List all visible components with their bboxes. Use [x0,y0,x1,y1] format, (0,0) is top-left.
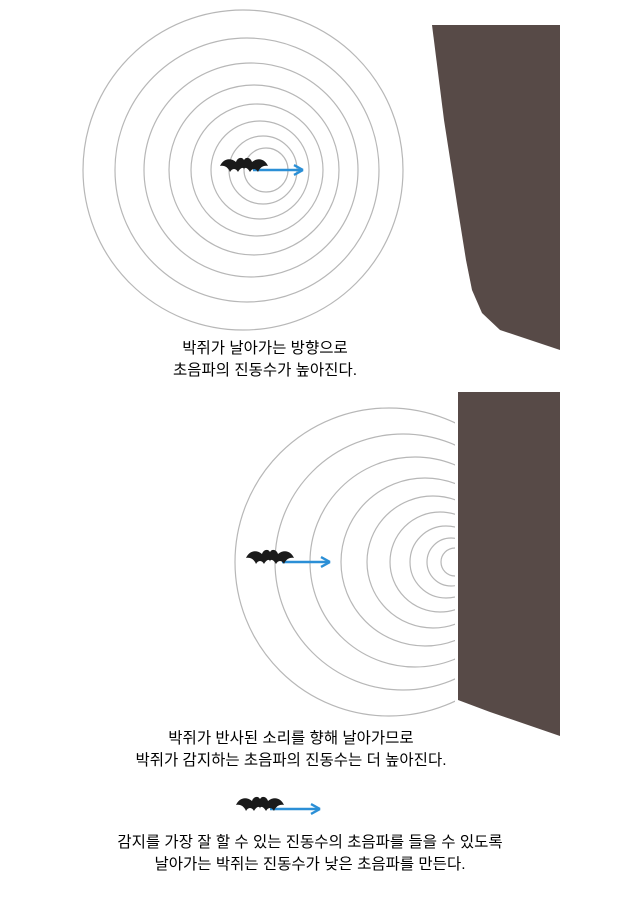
direction-arrow-2 [282,557,330,567]
caption-3: 감지를 가장 잘 할 수 있는 진동수의 초음파를 들을 수 있도록 날아가는 … [30,832,590,877]
panel-1 [83,10,560,350]
obstacle-rock-2 [458,392,560,736]
caption-2: 박쥐가 반사된 소리를 향해 날아가므로 박쥐가 감지하는 초음파의 진동수는 … [76,728,506,773]
panel-3 [236,797,320,814]
obstacle-rock-1 [432,25,560,350]
doppler-rings-1 [83,10,403,330]
caption-1: 박쥐가 날아가는 방향으로 초음파의 진동수가 높아진다. [100,338,430,383]
panel-2 [235,392,560,736]
